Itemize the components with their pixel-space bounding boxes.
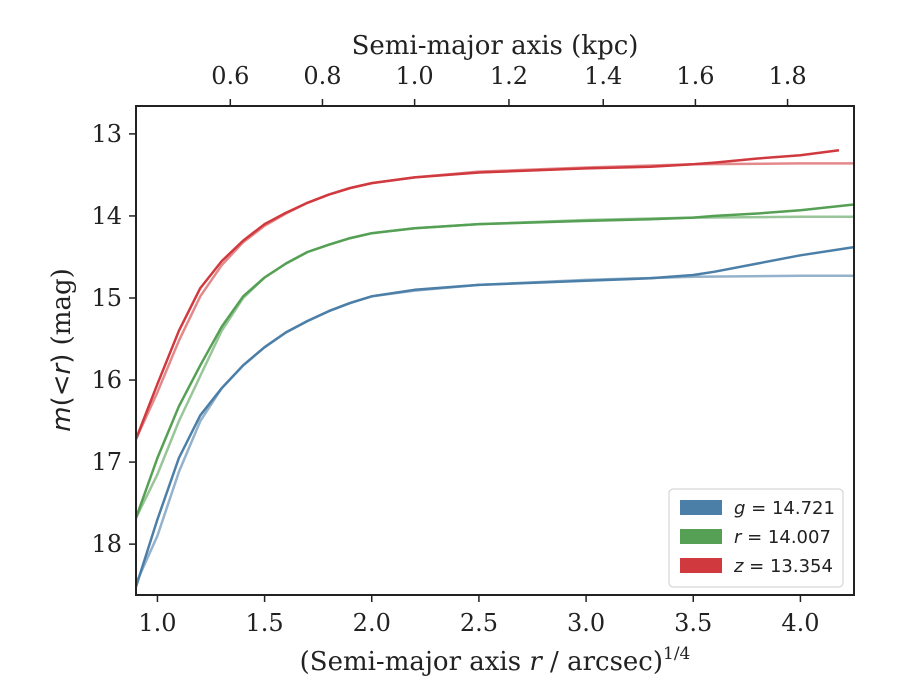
y-tick-label: 13: [91, 120, 122, 148]
y-tick-label: 16: [91, 366, 122, 394]
top-tick-label: 1.8: [768, 62, 806, 90]
x-axis-title-variable: r: [529, 647, 543, 677]
y-axis-title-var-m: m: [47, 406, 77, 431]
legend-label-g: g = 14.721: [734, 498, 835, 519]
legend-swatch-r: [680, 529, 722, 544]
legend-items: g = 14.721 r = 14.007 z = 13.354: [680, 498, 835, 577]
legend: g = 14.721 r = 14.007 z = 13.354: [668, 488, 844, 588]
bottom-x-axis-title: (Semi-major axis r / arcsec)1/4: [300, 644, 691, 677]
y-axis-title: m(<r) (mag): [47, 268, 77, 432]
x-tick-label: 1.5: [246, 609, 284, 637]
y-tick-label: 15: [91, 284, 122, 312]
x-tick-label: 3.5: [674, 609, 712, 637]
y-tick-label: 14: [91, 202, 122, 230]
x-tick-label: 3.0: [567, 609, 605, 637]
x-axis-title-suffix: / arcsec): [542, 647, 663, 677]
x-tick-label: 4.0: [781, 609, 819, 637]
series-z-data-line: [134, 149, 840, 440]
legend-swatch-g: [680, 500, 722, 515]
y-axis-title-var-r: r: [47, 361, 77, 374]
x-axis-title-superscript: 1/4: [663, 644, 690, 664]
top-x-axis-ticks: 0.6 0.8 1.0 1.2 1.4 1.6 1.8: [211, 62, 807, 106]
top-tick-label: 0.6: [211, 62, 249, 90]
legend-swatch-z: [680, 558, 722, 573]
x-tick-label: 2.0: [353, 609, 391, 637]
y-axis-title-paren-close: ): [47, 354, 77, 364]
series-r-data-line: [134, 203, 855, 519]
y-tick-label: 18: [91, 530, 122, 558]
top-tick-label: 1.2: [490, 62, 528, 90]
top-tick-label: 1.0: [396, 62, 434, 90]
y-axis-title-paren-open: (: [47, 396, 77, 406]
top-tick-label: 1.4: [584, 62, 622, 90]
y-tick-label: 17: [91, 448, 122, 476]
top-tick-label: 0.8: [303, 62, 341, 90]
top-tick-label: 1.6: [676, 62, 714, 90]
x-tick-label: 2.5: [460, 609, 498, 637]
bottom-x-axis-ticks: 1.0 1.5 2.0 2.5 3.0 3.5 4.0: [138, 595, 820, 637]
legend-label-z: z = 13.354: [733, 556, 833, 577]
plot-frame: [135, 105, 855, 596]
x-axis-title-prefix: (Semi-major axis: [300, 647, 530, 677]
series-g-data-line: [134, 245, 855, 588]
left-y-axis-ticks: 13 14 15 16 17 18: [91, 120, 136, 558]
top-x-axis-title: Semi-major axis (kpc): [352, 31, 639, 61]
series-layer: [134, 149, 855, 588]
y-axis-title-unit: (mag): [47, 268, 77, 353]
y-axis-title-operator: <: [47, 374, 77, 396]
legend-label-r: r = 14.007: [734, 527, 831, 548]
x-tick-label: 1.0: [138, 609, 176, 637]
